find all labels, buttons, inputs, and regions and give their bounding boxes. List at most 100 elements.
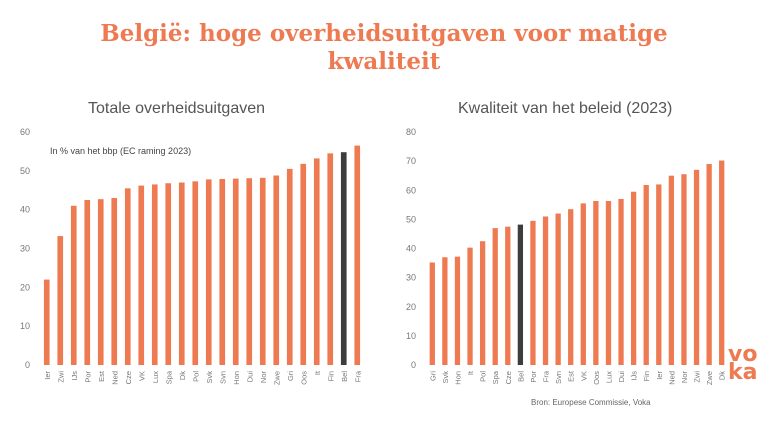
right-category-label: Ned [667,371,676,385]
left-bar-por [84,199,91,365]
left-bar-ned [111,198,118,365]
right-category-label: Pol [479,371,488,382]
voka-logo: vo ka [728,344,758,385]
right-ytick-label: 50 [406,214,416,224]
right-category-label: Fin [642,371,651,381]
chart-title-right: Kwaliteit van het beleid (2023) [458,100,673,117]
right-ytick-label: 80 [406,127,416,137]
right-ytick-label: 20 [406,302,416,312]
right-ytick-label: 10 [406,331,416,341]
right-bar-est [568,209,574,365]
right-bar-ijs [630,191,637,365]
left-bar-gri [286,168,293,365]
headline-line-2: kwaliteit [327,48,441,75]
left-category-label: IJs [70,371,79,381]
left-category-label: VK [137,371,146,381]
right-bar-cze [505,226,511,365]
left-bar-dk [178,182,185,365]
right-category-label: Bel [516,371,525,382]
right-bar-nor [681,174,687,365]
left-category-label: Ned [110,371,119,385]
left-bar-est [97,199,104,365]
right-bar-zwi [693,169,700,365]
right-bar-svn [555,213,561,365]
right-category-label: It [466,370,475,375]
right-bar-lux [605,201,612,365]
right-bar-por [530,220,536,365]
headline-line-1: België: hoge overheidsuitgaven voor mati… [100,20,668,47]
left-bar-dui [246,178,253,365]
left-category-label: Fra [353,370,362,382]
right-ytick-label: 0 [411,360,416,370]
left-bar-spa [165,183,172,365]
left-bar-zwi [57,236,64,365]
right-category-label: Oos [592,371,601,385]
right-ytick-label: 70 [406,156,416,166]
right-bar-dui [618,198,624,365]
right-category-label: Zwe [705,371,714,385]
right-category-label: Spa [491,370,500,384]
right-bar-fin [643,185,649,365]
left-ytick-label: 40 [20,205,30,215]
left-bar-nor [259,177,266,365]
left-category-label: Nor [259,371,268,384]
left-category-label: Cze [124,371,133,384]
left-category-label: Fin [326,371,335,381]
left-bar-fin [327,153,334,365]
left-category-label: Spa [164,370,173,384]
logo-line-2: ka [728,360,758,385]
left-category-label: Oos [299,371,308,385]
right-category-label: Svk [441,371,450,384]
left-category-label: Pol [191,371,200,382]
left-bar-ijs [70,205,77,365]
right-bar-svk [442,257,448,365]
right-category-label: Por [529,370,538,382]
right-bar-bel [517,224,524,365]
left-ytick-label: 30 [20,244,30,254]
left-category-label: Bel [340,371,349,382]
left-bar-fra [354,145,361,365]
left-ytick-label: 10 [20,321,30,331]
right-ytick-label: 30 [406,273,416,283]
left-ytick-label: 60 [20,127,30,137]
left-category-label: Ier [43,371,52,380]
right-ytick-label: 60 [406,185,416,195]
right-bar-ned [668,175,675,365]
left-category-label: Lux [151,371,160,383]
right-bar-oos [593,201,599,365]
left-bar-pol [192,181,199,365]
left-ytick-label: 20 [20,282,30,292]
right-category-label: Est [567,370,576,382]
left-bar-oos [300,163,307,365]
left-category-label: Dk [178,371,187,380]
right-category-label: Hon [453,371,462,385]
source-note: Bron: Europese Commissie, Voka [531,398,651,407]
right-bar-gri [429,262,435,365]
left-category-label: Svk [205,371,214,384]
right-bar-hon [454,256,461,365]
right-bar-dk [719,160,725,365]
chart-title-left: Totale overheidsuitgaven [88,100,266,117]
right-bar-pol [479,241,486,365]
left-bar-svn [219,178,226,365]
right-ytick-label: 40 [406,244,416,254]
right-category-label: VK [579,371,588,381]
left-ytick-label: 50 [20,166,30,176]
left-category-label: It [313,370,322,375]
left-category-label: Zwi [56,371,65,383]
left-ytick-label: 0 [25,360,30,370]
left-bar-ier [43,279,50,365]
right-bar-ier [656,184,662,365]
right-bar-fra [542,216,549,365]
left-bar-lux [151,184,158,365]
right-category-label: Fra [542,370,551,382]
right-category-label: Zwi [693,371,702,383]
left-bar-vk [138,185,145,365]
left-bar-bel [340,152,347,365]
left-category-label: Dui [245,371,254,383]
left-category-label: Por [83,370,92,382]
left-bar-it [313,158,320,365]
right-bar-zwe [706,164,712,365]
